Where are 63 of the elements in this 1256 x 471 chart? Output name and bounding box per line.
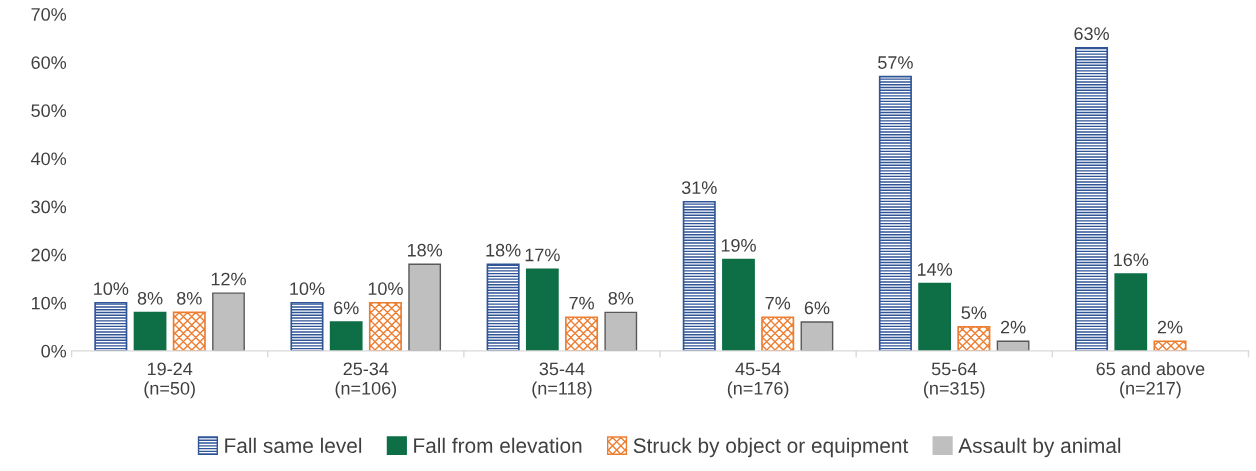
data-label: 10% xyxy=(290,282,325,296)
data-label: 7% xyxy=(569,296,594,310)
bar xyxy=(1153,340,1187,351)
bar xyxy=(957,326,991,351)
data-label: 14% xyxy=(917,263,953,276)
data-label: 18% xyxy=(486,243,521,257)
data-label: 12% xyxy=(211,272,246,286)
bar xyxy=(290,301,324,351)
bar xyxy=(408,263,442,351)
y-tick-label: 20% xyxy=(31,248,67,262)
bar xyxy=(682,200,716,351)
bar xyxy=(878,75,912,351)
data-label: 16% xyxy=(1114,253,1149,267)
x-tick-label: 55-64 (n=315) xyxy=(924,362,985,399)
y-tick-label: 70% xyxy=(31,8,67,21)
y-tick-label: 40% xyxy=(31,152,67,166)
x-tick-label: 45-54 (n=176) xyxy=(727,362,789,399)
x-tick-label: 25-34 (n=106) xyxy=(335,362,397,399)
x-tick-label: 65 and above (n=217) xyxy=(1096,362,1205,399)
data-label: 7% xyxy=(765,296,791,310)
bar xyxy=(525,268,559,351)
data-label: 2% xyxy=(1000,320,1026,334)
y-tick-label: 50% xyxy=(31,104,67,118)
data-label: 8% xyxy=(137,291,163,305)
data-label: 63% xyxy=(1074,27,1109,41)
bar xyxy=(368,301,402,351)
bar xyxy=(212,292,245,351)
legend-label: Fall same level xyxy=(225,437,362,454)
data-label: 10% xyxy=(368,282,403,296)
legend-label: Assault by animal xyxy=(958,437,1121,458)
bar xyxy=(172,311,206,351)
bar xyxy=(1114,273,1148,351)
legend-label: Fall from elevation xyxy=(414,437,582,454)
data-label: 10% xyxy=(94,282,129,296)
data-label: 19% xyxy=(721,238,756,252)
bar xyxy=(1075,46,1109,351)
data-label: 8% xyxy=(177,291,202,305)
bar xyxy=(329,321,363,351)
bar xyxy=(604,311,638,351)
bar xyxy=(918,282,952,351)
data-label: 8% xyxy=(608,291,634,305)
bar xyxy=(722,258,755,351)
bar xyxy=(133,311,167,351)
y-tick-label: 30% xyxy=(31,200,67,214)
data-label: 17% xyxy=(525,248,560,262)
data-label: 6% xyxy=(804,301,830,315)
bar xyxy=(94,301,128,351)
data-label: 57% xyxy=(878,56,913,69)
bar xyxy=(800,321,834,351)
legend-label: Struck by object or equipment xyxy=(633,437,909,458)
bar xyxy=(486,263,520,351)
bar xyxy=(761,316,795,351)
y-tick-label: 60% xyxy=(31,56,67,69)
data-label: 2% xyxy=(1157,320,1183,334)
data-label: 5% xyxy=(961,306,987,320)
x-tick-label: 35-44 (n=118) xyxy=(532,362,592,399)
data-label: 18% xyxy=(407,243,443,257)
y-tick-label: 10% xyxy=(31,296,67,310)
data-label: 31% xyxy=(681,181,717,195)
x-tick-label: 19-24 (n=50) xyxy=(144,362,195,399)
y-tick-label: 0% xyxy=(41,344,67,358)
data-label: 6% xyxy=(334,301,359,315)
bar xyxy=(565,316,599,351)
